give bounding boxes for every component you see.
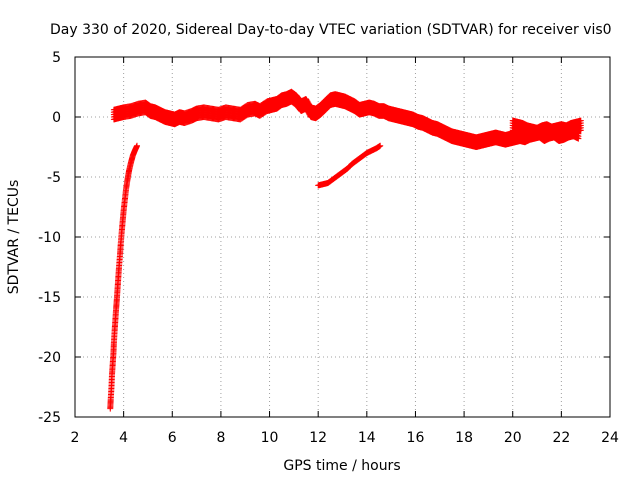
x-tick-label: 10 [261,430,279,446]
series-early-rise [107,142,141,412]
x-tick-label: 4 [119,430,128,446]
x-tick-label: 20 [504,430,522,446]
y-tick-label: 5 [52,50,61,66]
data-point [134,142,141,149]
y-tick-label: -25 [38,410,61,426]
series-main-trace [110,88,582,150]
x-tick-label: 12 [309,430,327,446]
x-tick-label: 18 [455,430,473,446]
y-tick-label: -10 [38,230,61,246]
x-tick-label: 2 [71,430,80,446]
y-tick-label: -20 [38,350,61,366]
x-tick-label: 8 [216,430,225,446]
x-tick-label: 14 [358,430,376,446]
y-tick-label: -5 [47,170,61,186]
data-points [107,88,584,412]
x-tick-label: 16 [407,430,425,446]
series-mid-segment [315,142,384,189]
x-tick-label: 6 [168,430,177,446]
x-tick-labels: 2 4 6 8 10 12 14 16 18 20 22 24 [71,430,619,446]
y-tick-label: 0 [52,110,61,126]
chart-title: Day 330 of 2020, Sidereal Day-to-day VTE… [50,22,612,38]
y-tick-label: -15 [38,290,61,306]
x-tick-label: 24 [601,430,619,446]
y-tick-labels: 5 0 -5 -10 -15 -20 -25 [38,50,61,426]
y-axis-label: SDTVAR / TECUs [6,180,22,295]
x-axis-label: GPS time / hours [283,458,400,474]
x-tick-label: 22 [552,430,570,446]
tick-marks [74,56,611,418]
